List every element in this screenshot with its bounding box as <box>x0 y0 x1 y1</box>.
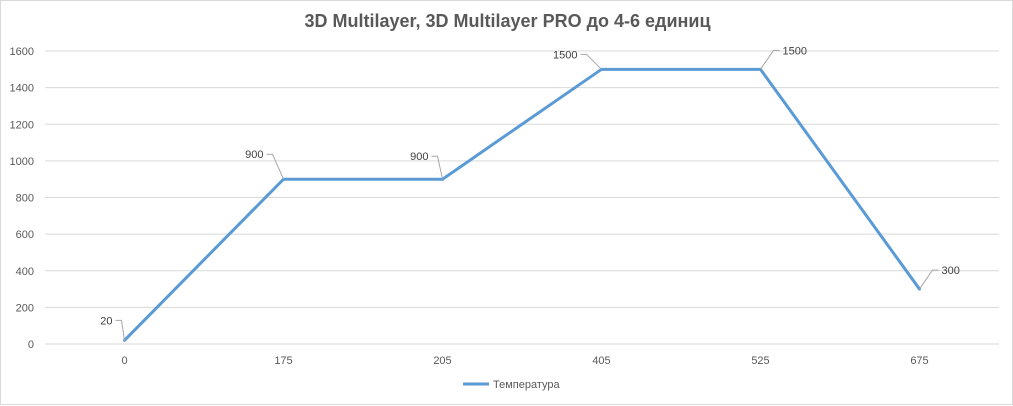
y-tick-label: 1000 <box>10 156 34 168</box>
y-tick-label: 400 <box>16 266 34 278</box>
chart-title: 3D Multilayer, 3D Multilayer PRO до 4-6 … <box>304 11 711 31</box>
data-label-leader <box>431 155 443 180</box>
y-tick-label: 1200 <box>10 119 34 131</box>
x-tick-label: 525 <box>751 355 769 367</box>
y-tick-label: 1600 <box>10 46 34 58</box>
data-label-leader <box>919 269 939 290</box>
y-tick-label: 200 <box>16 302 34 314</box>
y-tick-label: 1400 <box>10 83 34 95</box>
data-label-leader <box>760 49 780 70</box>
y-tick-label: 800 <box>16 193 34 205</box>
series-line <box>123 67 921 342</box>
y-tick-label: 0 <box>28 339 34 351</box>
x-tick-label: 0 <box>121 355 127 367</box>
legend-label: Температура <box>493 379 561 391</box>
x-tick-label: 675 <box>910 355 928 367</box>
data-label: 1500 <box>553 49 577 61</box>
x-tick-label: 205 <box>433 355 451 367</box>
data-label: 1500 <box>783 45 807 57</box>
data-label: 300 <box>942 265 960 277</box>
data-label-leader <box>115 319 125 341</box>
data-label: 900 <box>245 149 263 161</box>
data-label-leader <box>580 53 602 70</box>
x-tick-label: 175 <box>274 355 292 367</box>
data-label: 20 <box>100 315 112 327</box>
data-label: 900 <box>410 151 428 163</box>
data-label-leader <box>266 153 284 180</box>
x-tick-label: 405 <box>592 355 610 367</box>
y-tick-label: 600 <box>16 229 34 241</box>
